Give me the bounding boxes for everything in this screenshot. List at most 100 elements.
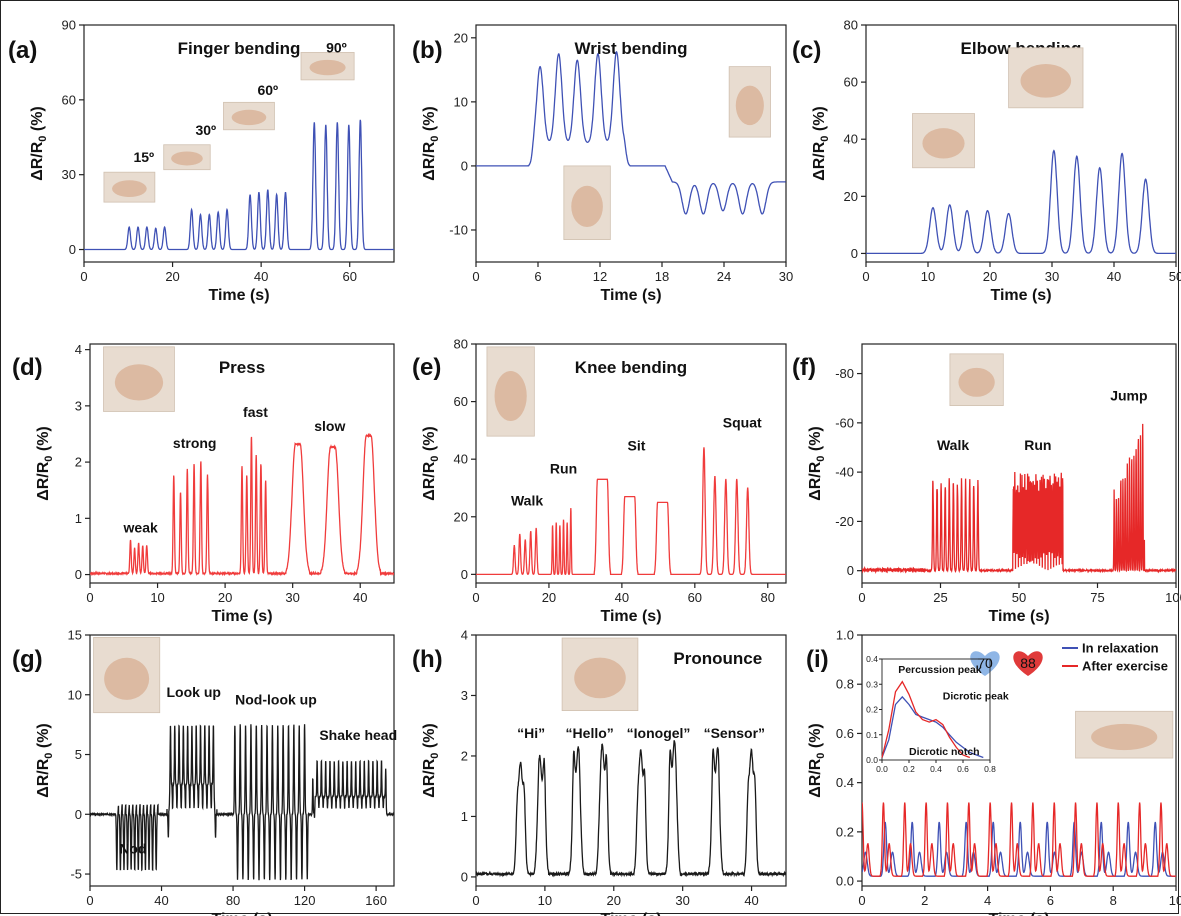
panel-title: Knee bending bbox=[575, 358, 687, 377]
heart-icon bbox=[1013, 651, 1043, 676]
x-tick-label: 40 bbox=[744, 893, 758, 908]
inset-y-tick-label: 0.3 bbox=[866, 679, 878, 689]
series-line bbox=[90, 432, 394, 577]
annotation-label: Squat bbox=[723, 415, 762, 431]
inset-x-tick-label: 0.8 bbox=[984, 764, 996, 774]
y-tick-label: 20 bbox=[454, 30, 468, 45]
photo-neck-subject bbox=[104, 657, 150, 700]
x-tick-label: 160 bbox=[365, 893, 387, 908]
x-tick-label: 0 bbox=[86, 893, 93, 908]
y-tick-label: 0 bbox=[461, 869, 468, 884]
y-tick-label: -5 bbox=[70, 867, 82, 882]
series-line bbox=[90, 724, 394, 881]
y-tick-label: 0.6 bbox=[836, 726, 854, 741]
inset-y-tick-label: 0.4 bbox=[866, 654, 878, 664]
x-tick-label: 0 bbox=[862, 269, 869, 284]
y-tick-label: -80 bbox=[835, 366, 854, 381]
x-tick-label: 12 bbox=[593, 269, 607, 284]
x-tick-label: 100 bbox=[1165, 590, 1181, 605]
legend-label: In relaxation bbox=[1082, 641, 1159, 656]
y-tick-label: 0 bbox=[75, 807, 82, 822]
annotation-label: Nod-look up bbox=[235, 691, 317, 707]
plot-frame bbox=[475, 343, 787, 584]
y-tick-label: 0 bbox=[851, 246, 858, 261]
y-axis-title: ΔR/R0 (%) bbox=[29, 106, 49, 181]
x-tick-label: 24 bbox=[717, 269, 731, 284]
x-axis-title: Time (s) bbox=[990, 287, 1051, 304]
x-tick-label: 0 bbox=[858, 590, 865, 605]
y-tick-label: 60 bbox=[844, 75, 858, 90]
y-tick-label: 40 bbox=[844, 132, 858, 147]
annotation-label: 90º bbox=[326, 39, 347, 55]
inset-x-tick-label: 0.6 bbox=[957, 764, 969, 774]
y-axis-title: ΔR/R0 (%) bbox=[35, 723, 55, 798]
inset-annotation: Percussion peak bbox=[898, 664, 982, 676]
x-tick-label: 50 bbox=[1169, 269, 1181, 284]
annotation-label: Walk bbox=[511, 492, 543, 508]
series-line bbox=[866, 149, 1176, 255]
series-line bbox=[84, 119, 394, 251]
panel-c: 0 10 20 30 40 50 0 20 40 60 80 Time (s) ΔR/R0 (%) (c)… bbox=[792, 18, 1181, 305]
photo-elbow-straight-subject bbox=[922, 128, 965, 159]
plot-frame bbox=[89, 634, 395, 887]
y-tick-label: 90 bbox=[62, 18, 76, 33]
y-tick-label: 0 bbox=[69, 242, 76, 257]
y-tick-label: 80 bbox=[454, 337, 468, 352]
y-axis-title: ΔR/R0 (%) bbox=[421, 106, 441, 181]
x-tick-label: 50 bbox=[1012, 590, 1026, 605]
y-tick-label: 0 bbox=[847, 563, 854, 578]
panel-label: (c) bbox=[792, 37, 821, 64]
y-tick-label: 2 bbox=[461, 748, 468, 763]
annotation-label: Sit bbox=[628, 438, 646, 454]
annotation-label: Look up bbox=[166, 684, 220, 700]
y-tick-label: 30 bbox=[62, 167, 76, 182]
x-tick-label: 75 bbox=[1090, 590, 1104, 605]
x-tick-label: 40 bbox=[254, 269, 268, 284]
y-tick-label: 60 bbox=[454, 394, 468, 409]
x-tick-label: 30 bbox=[285, 590, 299, 605]
inset-x-tick-label: 0.4 bbox=[930, 764, 942, 774]
x-axis-title: Time (s) bbox=[208, 287, 269, 304]
plot-frame bbox=[861, 634, 1177, 887]
y-axis-title: ΔR/R0 (%) bbox=[421, 426, 441, 501]
y-tick-label: 0.4 bbox=[836, 775, 854, 790]
x-tick-label: 40 bbox=[615, 590, 629, 605]
plot-frame bbox=[865, 24, 1177, 263]
x-axis-title: Time (s) bbox=[988, 608, 1049, 625]
inset-x-tick-label: 0.2 bbox=[903, 764, 915, 774]
x-tick-label: 80 bbox=[226, 893, 240, 908]
y-axis-title: ΔR/R0 (%) bbox=[807, 723, 827, 798]
x-tick-label: 0 bbox=[472, 269, 479, 284]
x-axis-title: Time (s) bbox=[600, 287, 661, 304]
y-tick-label: -20 bbox=[835, 514, 854, 529]
y-tick-label: 10 bbox=[454, 94, 468, 109]
annotation-label: Walk bbox=[937, 437, 969, 453]
panel-title: Wrist bending bbox=[574, 39, 687, 58]
panel-d: 0 10 20 30 40 0 1 2 3 4 Time (s) ΔR/R0 (%) (d) Press w… bbox=[12, 342, 395, 625]
plot-frame bbox=[475, 634, 787, 887]
x-tick-label: 0 bbox=[472, 893, 479, 908]
inset-series-line bbox=[881, 680, 971, 759]
photo-throat-subject bbox=[574, 657, 626, 699]
annotation-label: “Ionogel” bbox=[627, 725, 691, 741]
inset-x-tick-label: 0.0 bbox=[876, 764, 888, 774]
x-tick-label: 20 bbox=[218, 590, 232, 605]
photo-wrist-up-subject bbox=[735, 85, 764, 126]
annotation-label: fast bbox=[243, 404, 268, 420]
plot-frame bbox=[83, 24, 395, 263]
y-tick-label: 80 bbox=[844, 18, 858, 33]
annotation-label: 15º bbox=[133, 149, 154, 165]
annotation-label: 30º bbox=[195, 122, 216, 138]
panel-label: (h) bbox=[412, 646, 443, 673]
x-tick-label: 10 bbox=[150, 590, 164, 605]
panel-g: 0 40 80 120 160 -5 0 5 10 15 Time (s) ΔR/R0 (%) (g) N… bbox=[12, 628, 397, 916]
x-tick-label: 0 bbox=[858, 893, 865, 908]
y-tick-label: 0 bbox=[75, 567, 82, 582]
y-tick-label: 20 bbox=[844, 189, 858, 204]
x-tick-label: 8 bbox=[1110, 893, 1117, 908]
x-tick-label: 20 bbox=[165, 269, 179, 284]
y-tick-label: 1 bbox=[461, 809, 468, 824]
panel-label: (i) bbox=[806, 646, 829, 673]
x-tick-label: 20 bbox=[983, 269, 997, 284]
photo-knee-subject bbox=[494, 370, 527, 421]
